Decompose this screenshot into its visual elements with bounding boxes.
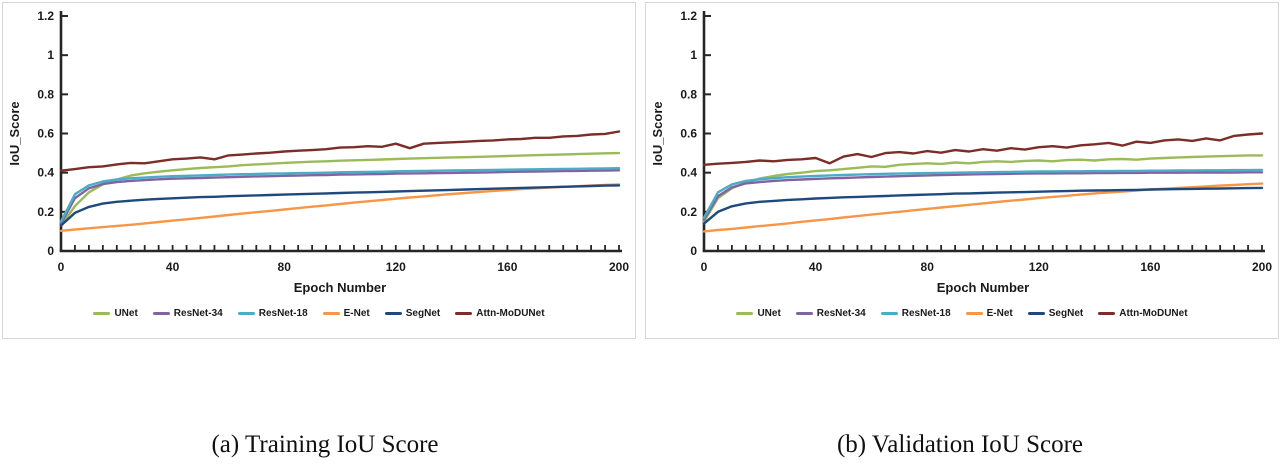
- y-axis-title: IoU_Score: [7, 101, 22, 165]
- x-tick-label: 40: [809, 260, 823, 274]
- legend-item-ResNet-18: ResNet-18: [237, 308, 308, 319]
- legend-item-ResNet-18: ResNet-18: [880, 308, 951, 319]
- legend-label-SegNet: SegNet: [405, 308, 441, 319]
- training-chart-panel: 0 0.2 0.4 0.6 0.8 1 1.2 0 40 80 120 160 200 IoU_Score…: [2, 2, 636, 339]
- x-axis-title: Epoch Number: [294, 280, 386, 295]
- training-chart-legend: UNet ResNet-34 ResNet-18 E-Net SegNet Attn-Mo…: [3, 308, 635, 319]
- y-tick-label: 0.2: [680, 205, 697, 219]
- legend-label-ResNet-18: ResNet-18: [258, 308, 308, 319]
- legend-item-Attn-MoDUNet: Attn-MoDUNet: [455, 308, 545, 319]
- legend-label-UNet: UNet: [757, 308, 781, 319]
- y-tick-label: 0.4: [680, 166, 697, 180]
- series-line-ResNet-34: [59, 169, 621, 225]
- y-axis-title: IoU_Score: [650, 101, 665, 165]
- x-tick-label: 80: [278, 260, 292, 274]
- legend-swatch-UNet: [93, 311, 111, 316]
- y-tick-label: 0.6: [680, 127, 697, 141]
- legend-item-Attn-MoDUNet: Attn-MoDUNet: [1098, 308, 1188, 319]
- series-line-UNet: [702, 154, 1264, 223]
- legend-label-E-Net: E-Net: [343, 308, 370, 319]
- legend-item-E-Net: E-Net: [322, 308, 370, 319]
- series-line-Attn-MoDUNet: [59, 130, 621, 172]
- y-tick-label: 0.8: [37, 87, 54, 101]
- y-tick-label: 1.2: [680, 9, 697, 23]
- y-tick-label: 0.4: [37, 166, 54, 180]
- legend-label-ResNet-34: ResNet-34: [816, 308, 866, 319]
- x-tick-label: 0: [58, 260, 65, 274]
- validation-chart-legend: UNet ResNet-34 ResNet-18 E-Net SegNet Attn-Mo…: [646, 308, 1278, 319]
- legend-swatch-ResNet-18: [237, 311, 255, 316]
- legend-item-UNet: UNet: [736, 308, 781, 319]
- legend-swatch-ResNet-34: [152, 311, 170, 316]
- legend-swatch-SegNet: [1027, 311, 1045, 316]
- x-tick-label: 120: [386, 260, 406, 274]
- y-tick-label: 1: [690, 48, 697, 62]
- y-tick-label: 0: [690, 244, 697, 258]
- x-axis-title: Epoch Number: [937, 280, 1029, 295]
- legend-label-Attn-MoDUNet: Attn-MoDUNet: [1119, 308, 1188, 319]
- legend-label-E-Net: E-Net: [986, 308, 1013, 319]
- series-line-ResNet-34: [702, 171, 1264, 221]
- y-tick-label: 0.8: [680, 87, 697, 101]
- validation-chart-panel: 0 0.2 0.4 0.6 0.8 1 1.2 0 40 80 120 160 200 IoU_Score…: [645, 2, 1279, 339]
- legend-label-UNet: UNet: [114, 308, 138, 319]
- legend-swatch-ResNet-34: [795, 311, 813, 316]
- x-tick-label: 160: [497, 260, 517, 274]
- legend-swatch-SegNet: [384, 311, 402, 316]
- series-line-E-Net: [702, 182, 1264, 233]
- x-tick-label: 80: [921, 260, 935, 274]
- y-tick-label: 0.6: [37, 127, 54, 141]
- x-tick-label: 120: [1029, 260, 1049, 274]
- x-tick-label: 0: [701, 260, 708, 274]
- legend-item-E-Net: E-Net: [965, 308, 1013, 319]
- legend-label-ResNet-34: ResNet-34: [173, 308, 223, 319]
- caption-training: (a) Training IoU Score: [211, 431, 439, 458]
- legend-item-ResNet-34: ResNet-34: [795, 308, 866, 319]
- legend-swatch-Attn-MoDUNet: [1098, 311, 1116, 316]
- legend-label-ResNet-18: ResNet-18: [901, 308, 951, 319]
- legend-item-ResNet-34: ResNet-34: [152, 308, 223, 319]
- legend-swatch-E-Net: [965, 311, 983, 316]
- legend-swatch-E-Net: [322, 311, 340, 316]
- x-tick-label: 160: [1140, 260, 1160, 274]
- legend-label-SegNet: SegNet: [1048, 308, 1084, 319]
- series-line-E-Net: [59, 183, 621, 233]
- caption-validation: (b) Validation IoU Score: [836, 431, 1083, 458]
- legend-item-UNet: UNet: [93, 308, 138, 319]
- series-line-Attn-MoDUNet: [702, 132, 1264, 167]
- series-line-SegNet: [702, 186, 1264, 225]
- validation-iou-chart: 0 0.2 0.4 0.6 0.8 1 1.2 0 40 80 120 160 200 IoU_Score…: [650, 9, 1272, 295]
- series-line-SegNet: [59, 184, 621, 227]
- training-iou-chart: 0 0.2 0.4 0.6 0.8 1 1.2 0 40 80 120 160 200 IoU_Score…: [7, 9, 629, 295]
- series-line-ResNet-18: [59, 166, 621, 223]
- legend-item-SegNet: SegNet: [384, 308, 441, 319]
- legend-swatch-ResNet-18: [880, 311, 898, 316]
- legend-label-Attn-MoDUNet: Attn-MoDUNet: [476, 308, 545, 319]
- legend-swatch-Attn-MoDUNet: [455, 311, 473, 316]
- legend-item-SegNet: SegNet: [1027, 308, 1084, 319]
- series-line-ResNet-18: [702, 168, 1264, 219]
- series-line-UNet: [59, 151, 621, 227]
- legend-swatch-UNet: [736, 311, 754, 316]
- x-tick-label: 200: [609, 260, 629, 274]
- y-tick-label: 0.2: [37, 205, 54, 219]
- x-tick-label: 200: [1252, 260, 1272, 274]
- y-tick-label: 0: [47, 244, 54, 258]
- y-tick-label: 1.2: [37, 9, 54, 23]
- x-tick-label: 40: [166, 260, 180, 274]
- y-tick-label: 1: [47, 48, 54, 62]
